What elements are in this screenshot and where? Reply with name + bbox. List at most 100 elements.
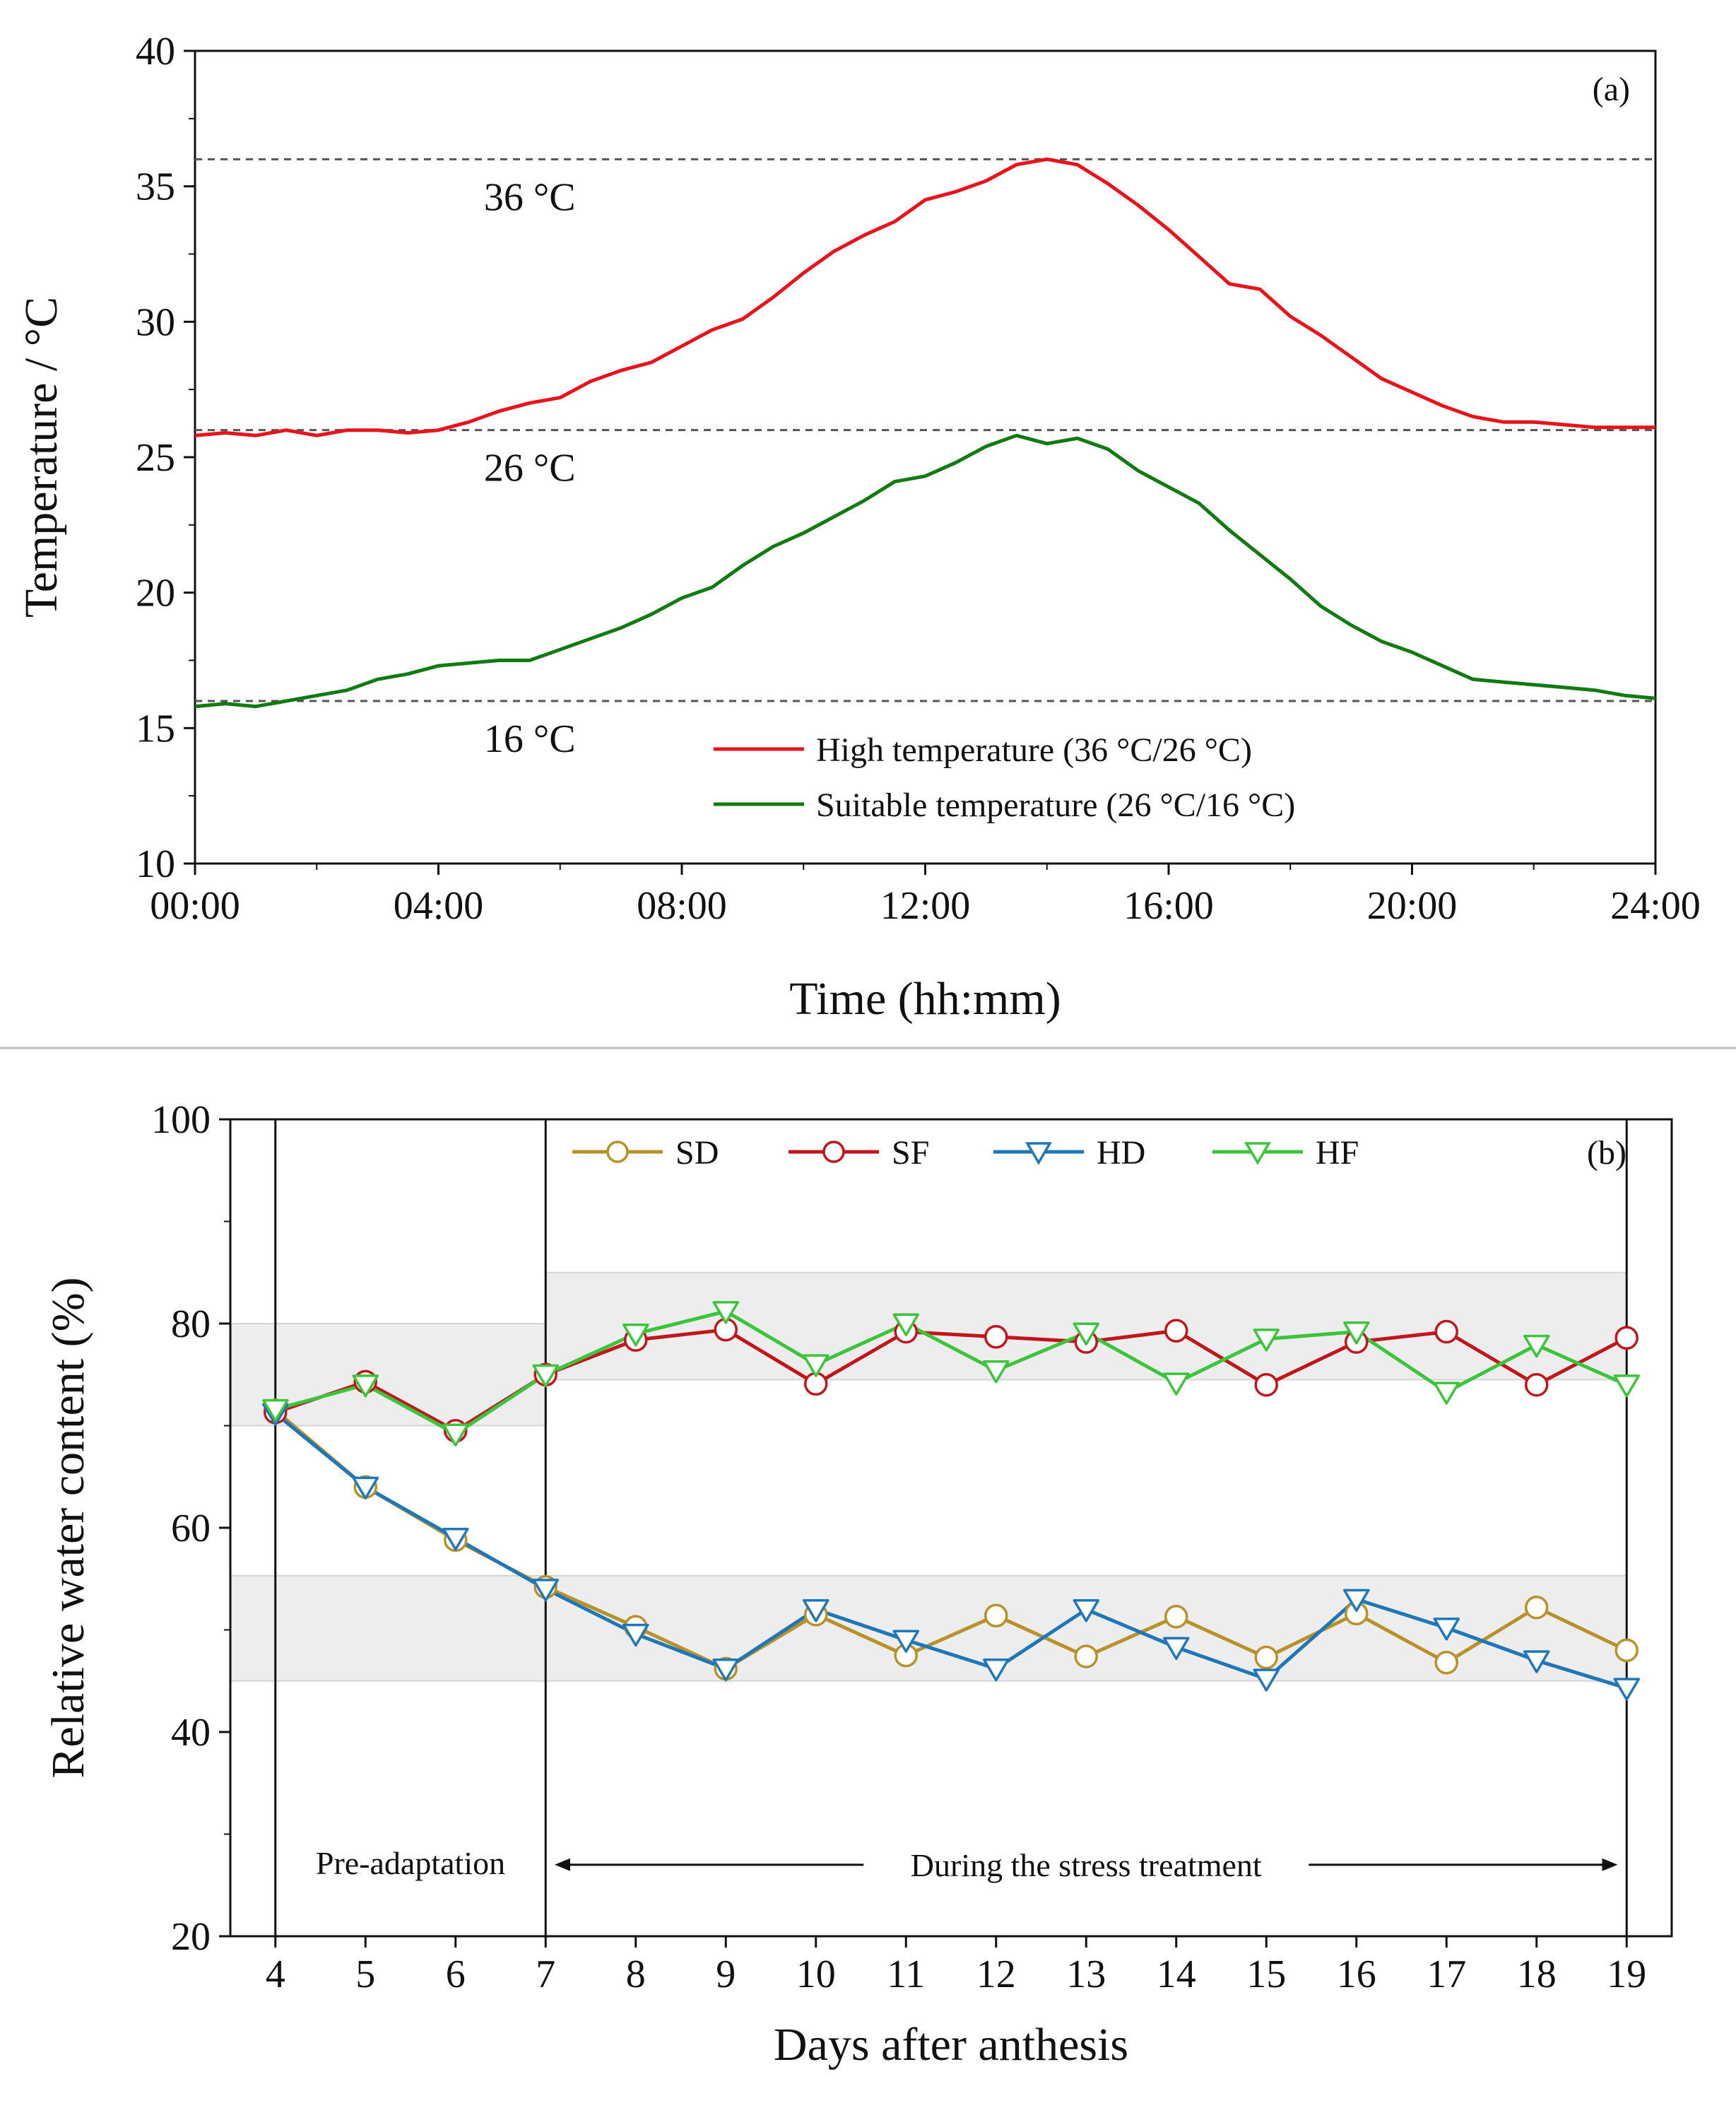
x-tick-label-a: 20:00 (1367, 884, 1458, 928)
y-tick-label-a: 20 (136, 572, 175, 615)
marker-sf (1614, 1326, 1638, 1350)
panel-tag-b: (b) (1587, 1134, 1626, 1172)
reference-label: 26 °C (484, 447, 576, 490)
y-tick-label-a: 15 (136, 707, 175, 750)
panel-tag-a: (a) (1593, 71, 1630, 108)
legend-label-b: SD (675, 1134, 719, 1172)
marker-hf (712, 1301, 740, 1324)
x-tick-label-b: 8 (626, 1952, 646, 1996)
marker-hd (1343, 1589, 1370, 1613)
marker-hd (1433, 1618, 1460, 1641)
x-tick-label-a: 16:00 (1123, 884, 1214, 928)
y-tick-label-a: 30 (136, 300, 175, 344)
x-tick-label-a: 24:00 (1610, 884, 1701, 928)
marker-hd (712, 1658, 740, 1682)
marker-hd (1253, 1668, 1280, 1692)
marker-sd (1434, 1650, 1458, 1675)
marker-hf (892, 1313, 920, 1336)
marker-hd (1163, 1637, 1190, 1660)
legend-marker-b (1025, 1142, 1053, 1165)
marker-sf (984, 1325, 1008, 1349)
x-tick-label-a: 08:00 (637, 884, 727, 928)
legend-marker-b (606, 1141, 629, 1163)
marker-sf (1164, 1319, 1188, 1343)
marker-hd (803, 1599, 829, 1622)
y-tick-label-b: 80 (171, 1302, 211, 1346)
marker-hf (1613, 1374, 1641, 1398)
y-tick-label-a: 40 (136, 30, 175, 73)
y-tick-label-a: 35 (136, 165, 175, 209)
y-tick-label-b: 60 (171, 1507, 211, 1550)
legend-label-b: HF (1316, 1134, 1359, 1172)
x-tick-label-b: 12 (976, 1952, 1016, 1996)
reference-label: 36 °C (484, 175, 576, 219)
marker-hf (1433, 1382, 1460, 1405)
x-tick-label-b: 7 (536, 1952, 555, 1996)
x-tick-label-b: 5 (355, 1952, 375, 1996)
legend-label-a: High temperature (36 °C/26 °C) (816, 731, 1252, 769)
x-tick-label-b: 4 (266, 1952, 285, 1996)
marker-hd (532, 1579, 560, 1602)
marker-hf (532, 1364, 560, 1388)
marker-hf (352, 1374, 379, 1398)
y-tick-label-a: 10 (136, 842, 175, 886)
marker-sf (1525, 1372, 1549, 1397)
series-line-hf (275, 1309, 1628, 1436)
x-tick-label-b: 16 (1337, 1952, 1376, 1996)
x-tick-label-b: 17 (1427, 1952, 1466, 1996)
marker-hf (1343, 1321, 1370, 1345)
annotation-stress-treatment: During the stress treatment (911, 1847, 1262, 1883)
marker-sd (1164, 1604, 1188, 1629)
reference-label: 16 °C (484, 717, 576, 761)
marker-sd (1254, 1645, 1278, 1670)
legend-label-b: HD (1097, 1134, 1145, 1172)
x-tick-label-b: 11 (887, 1952, 925, 1996)
x-tick-label-a: 00:00 (150, 884, 240, 928)
marker-sd (1074, 1644, 1098, 1668)
arrow-head-right (1602, 1858, 1618, 1871)
marker-sd (1614, 1638, 1638, 1663)
y-tick-label-b: 100 (151, 1098, 211, 1142)
marker-hf (1163, 1372, 1190, 1396)
marker-hd (442, 1527, 469, 1551)
annotation-pre-adaptation: Pre-adaptation (316, 1845, 505, 1881)
marker-hd (622, 1623, 649, 1647)
y-tick-label-a: 25 (136, 436, 175, 480)
marker-hd (983, 1658, 1010, 1682)
y-axis-title-b: Relative water content (%) (42, 1277, 94, 1778)
x-tick-label-b: 6 (446, 1952, 466, 1996)
y-axis-title-a: Temperature / °C (16, 297, 67, 618)
shaded-band (230, 1574, 1628, 1682)
x-axis-title-a: Time (hh:mm) (789, 973, 1061, 1025)
x-tick-label-a: 12:00 (880, 884, 971, 928)
marker-hf (1253, 1329, 1280, 1352)
marker-hf (262, 1398, 289, 1422)
panel-b: 20 40 60 80 100 4 5 6 7 8 9 10 11 12 13 14 15 16 17 18 19 SD S… (42, 1098, 1673, 2070)
marker-hf (622, 1323, 649, 1347)
x-tick-label-b: 14 (1157, 1952, 1196, 1996)
marker-hd (892, 1630, 920, 1653)
legend-label-b: SF (892, 1134, 929, 1172)
marker-sd (984, 1603, 1008, 1628)
y-tick-label-b: 40 (171, 1711, 211, 1755)
x-tick-label-b: 13 (1066, 1952, 1106, 1996)
marker-hd (1523, 1650, 1550, 1673)
x-tick-label-b: 15 (1246, 1952, 1286, 1996)
series-line-suitable (194, 433, 1656, 709)
panel-a: 10 15 20 25 30 35 40 00:00 04:00 08:00 12:00 16:00 2… (16, 30, 1701, 1025)
x-axis-title-b: Days after anthesis (774, 2019, 1128, 2070)
x-tick-label-b: 9 (716, 1952, 736, 1996)
series-line-hd (274, 1412, 1628, 1690)
x-tick-label-b: 19 (1607, 1952, 1646, 1996)
marker-hd (352, 1476, 379, 1500)
x-tick-label-b: 10 (796, 1952, 836, 1996)
marker-sf (1434, 1319, 1458, 1344)
x-tick-label-b: 18 (1517, 1952, 1557, 1996)
series-line-high (194, 157, 1655, 437)
arrow-head-left (555, 1858, 570, 1871)
y-tick-label-b: 20 (171, 1915, 211, 1959)
x-tick-label-a: 04:00 (394, 884, 484, 928)
legend-marker-b (1244, 1142, 1272, 1165)
